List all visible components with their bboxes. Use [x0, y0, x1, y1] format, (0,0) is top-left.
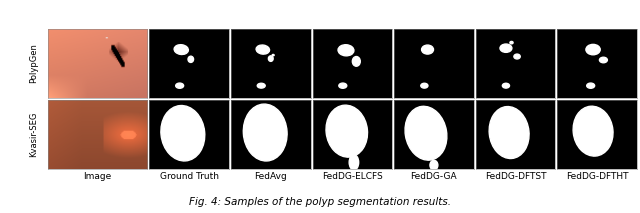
Ellipse shape — [587, 83, 595, 88]
Ellipse shape — [174, 45, 188, 55]
X-axis label: FedDG-ELCFS: FedDG-ELCFS — [322, 172, 383, 181]
X-axis label: FedDG-DFTHT: FedDG-DFTHT — [566, 172, 628, 181]
Ellipse shape — [502, 83, 509, 88]
Text: Kvasir-SEG: Kvasir-SEG — [29, 112, 38, 157]
X-axis label: Ground Truth: Ground Truth — [160, 172, 219, 181]
X-axis label: Image: Image — [84, 172, 112, 181]
Ellipse shape — [268, 56, 273, 61]
Ellipse shape — [600, 57, 607, 63]
Ellipse shape — [422, 45, 433, 54]
Ellipse shape — [430, 160, 438, 170]
Ellipse shape — [573, 106, 613, 156]
Ellipse shape — [514, 54, 520, 59]
Ellipse shape — [586, 44, 600, 55]
X-axis label: FedDG-DFTST: FedDG-DFTST — [484, 172, 546, 181]
Ellipse shape — [243, 104, 287, 161]
X-axis label: FedDG-GA: FedDG-GA — [411, 172, 457, 181]
Ellipse shape — [176, 83, 184, 88]
Ellipse shape — [500, 44, 512, 52]
Text: PolypGen: PolypGen — [29, 43, 38, 83]
Ellipse shape — [188, 56, 193, 62]
Ellipse shape — [339, 83, 347, 88]
Ellipse shape — [489, 106, 529, 158]
Ellipse shape — [510, 41, 513, 44]
Ellipse shape — [420, 83, 428, 88]
Ellipse shape — [256, 45, 269, 54]
Ellipse shape — [349, 155, 358, 170]
Ellipse shape — [257, 83, 265, 88]
X-axis label: FedAvg: FedAvg — [254, 172, 287, 181]
Ellipse shape — [338, 45, 354, 56]
Ellipse shape — [405, 106, 447, 160]
Ellipse shape — [161, 105, 205, 161]
Text: Fig. 4: Samples of the polyp segmentation results.: Fig. 4: Samples of the polyp segmentatio… — [189, 197, 451, 207]
Ellipse shape — [272, 55, 274, 56]
Ellipse shape — [353, 56, 360, 66]
Ellipse shape — [326, 105, 367, 157]
